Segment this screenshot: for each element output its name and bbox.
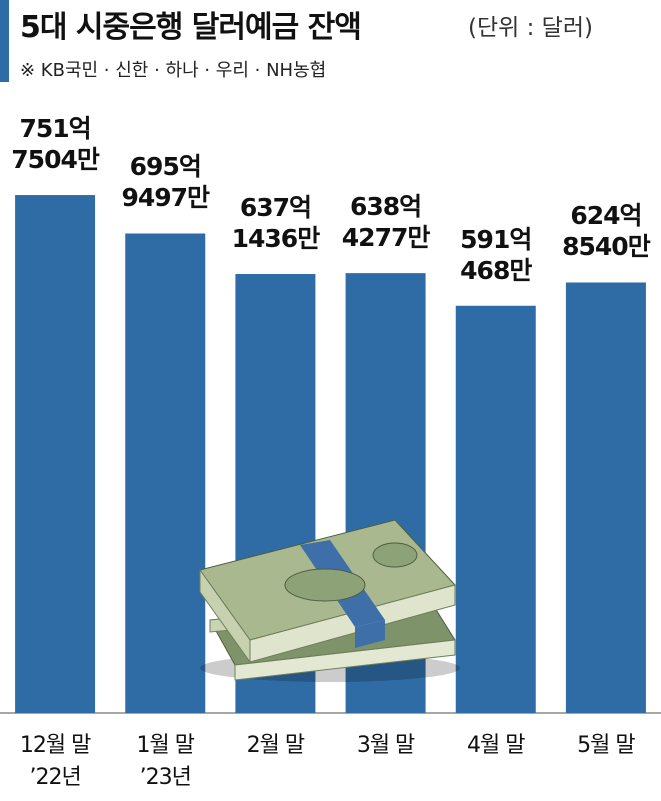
data-label: 751억 7504만 xyxy=(11,114,100,175)
bar xyxy=(455,305,536,713)
chart-subtitle: ※ KB국민 · 신한 · 하나 · 우리 · NH농협 xyxy=(20,60,327,81)
x-tick-label: 4월 말 xyxy=(467,733,525,758)
title-accent xyxy=(0,0,9,82)
data-label: 591억 468만 xyxy=(460,224,532,285)
bar xyxy=(15,195,96,714)
x-tick-label: 5월 말 xyxy=(577,733,635,758)
unit-note: (단위 : 달러) xyxy=(468,15,593,41)
data-label: 624억 8540만 xyxy=(562,201,651,262)
data-label: 695억 9497만 xyxy=(121,152,210,213)
bar xyxy=(565,282,646,713)
x-tick-label: 3월 말 xyxy=(356,733,415,758)
x-tick-label: 2월 말 xyxy=(246,733,305,758)
money-illustration xyxy=(199,519,460,682)
x-tick-label: 12월 말 ’22년 xyxy=(19,733,91,790)
x-tick-label: 1월 말 ’23년 xyxy=(136,733,195,790)
bar xyxy=(125,233,206,713)
data-label: 638억 4277만 xyxy=(341,192,431,253)
data-label: 637억 1436만 xyxy=(231,193,321,253)
chart-title: 5대 시중은행 달러예금 잔액 xyxy=(20,10,362,45)
